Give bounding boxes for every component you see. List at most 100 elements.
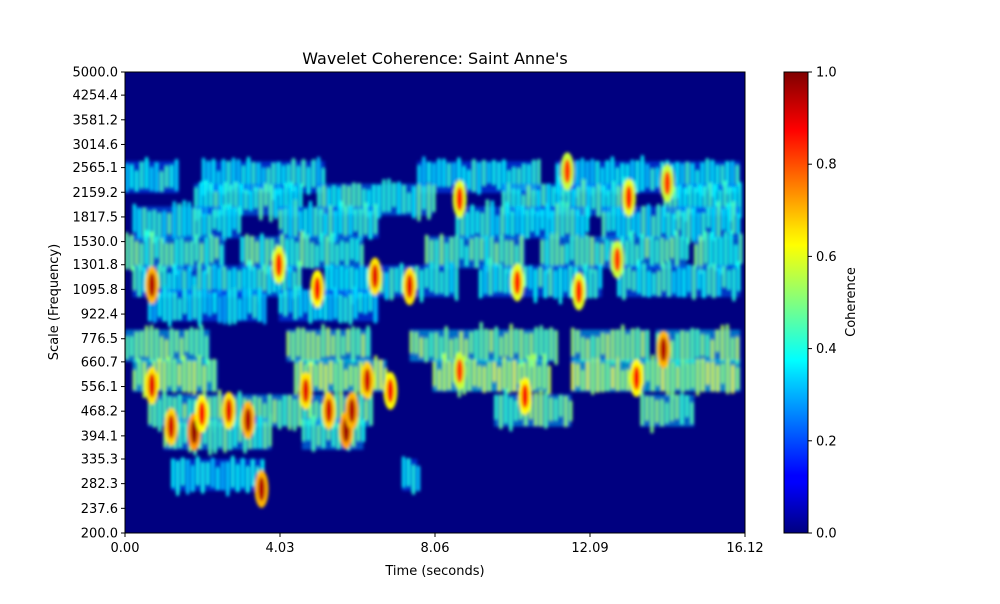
y-tick-label: 3014.6 [73, 138, 119, 153]
coherence-streak [283, 394, 287, 427]
coherence-streak [288, 201, 293, 238]
coherence-streak [475, 236, 479, 269]
coherence-streak [701, 358, 705, 393]
coherence-streak [311, 331, 315, 366]
coherence-streak [512, 360, 516, 393]
coherence-streak [700, 333, 704, 357]
coherence-streak [541, 183, 546, 207]
y-tick-label: 394.1 [81, 429, 118, 444]
coherence-streak [543, 269, 548, 299]
coherence-streak [487, 361, 491, 392]
coherence-streak [249, 190, 253, 211]
coherence-streak [429, 332, 433, 358]
coherence-streak [497, 161, 501, 190]
coherence-streak [693, 186, 697, 210]
coherence-streak [725, 323, 729, 359]
colorbar-tick-label: 0.6 [816, 250, 837, 265]
coherence-streak [519, 328, 523, 367]
coherence-streak [427, 183, 431, 220]
coherence-streak [675, 230, 679, 268]
coherence-streak [363, 202, 368, 235]
coherence-streak [385, 272, 389, 301]
coherence-streak [258, 287, 262, 322]
coherence-streak [500, 233, 504, 263]
coherence-streak [601, 211, 606, 242]
coherence-streak [691, 207, 696, 243]
coherence-streak [240, 236, 244, 262]
coherence-streak [470, 238, 474, 261]
coherence-streak [155, 328, 159, 362]
coherence-streak [675, 333, 679, 368]
coherence-streak [532, 353, 536, 391]
coherence-streak [591, 357, 595, 395]
coherence-streak [694, 244, 698, 270]
coherence-streak [655, 399, 659, 424]
coherence-streak [560, 200, 564, 237]
coherence-streak [348, 294, 353, 326]
coherence-streak [489, 329, 493, 353]
hotspot-1 [148, 373, 156, 398]
coherence-streak [222, 204, 226, 242]
coherence-streak [591, 186, 596, 210]
coherence-streak [655, 167, 659, 188]
coherence-streak [515, 244, 519, 266]
coherence-streak [331, 335, 335, 357]
coherence-streak [155, 236, 159, 259]
y-tick-label: 4254.4 [73, 89, 119, 104]
coherence-streak [334, 362, 338, 392]
hotspot-3 [190, 419, 198, 444]
coherence-streak [293, 398, 297, 432]
coherence-streak [601, 332, 605, 355]
coherence-streak [646, 361, 650, 382]
coherence-streak [525, 209, 529, 240]
coherence-streak [217, 267, 221, 295]
coherence-streak [720, 324, 724, 362]
coherence-streak [565, 243, 569, 264]
coherence-streak [379, 359, 383, 390]
coherence-streak [596, 336, 600, 361]
coherence-streak [419, 337, 423, 358]
coherence-streak [442, 353, 446, 392]
coherence-streak [504, 332, 508, 357]
coherence-streak [298, 397, 302, 427]
coherence-streak [400, 262, 404, 294]
coherence-streak [238, 416, 242, 443]
hotspot-26 [625, 185, 633, 210]
coherence-streak [137, 264, 141, 298]
coherence-streak [712, 264, 716, 299]
coherence-streak [269, 184, 273, 223]
coherence-streak [187, 201, 191, 236]
colorbar-tick-label: 0.4 [816, 342, 837, 357]
coherence-streak [202, 213, 206, 236]
y-tick-label: 237.6 [81, 502, 118, 517]
coherence-streak [255, 241, 259, 264]
coherence-streak [514, 400, 518, 422]
colorbar-tick-label: 0.2 [816, 434, 837, 449]
coherence-streak [641, 205, 646, 239]
coherence-streak [259, 188, 263, 221]
coherence-streak [165, 242, 169, 270]
coherence-streak [130, 335, 134, 357]
coherence-streak [662, 262, 666, 292]
coherence-streak [173, 292, 177, 321]
coherence-streak [299, 183, 303, 209]
coherence-streak [445, 259, 449, 297]
coherence-streak [677, 267, 681, 298]
hotspot-8 [275, 252, 283, 277]
y-tick-label: 660.7 [81, 355, 118, 370]
coherence-streak [283, 208, 288, 235]
colorbar-tick-label: 0.0 [816, 527, 837, 542]
coherence-streak [191, 464, 195, 493]
coherence-streak [553, 269, 558, 300]
coherence-streak [296, 327, 300, 357]
coherence-streak [293, 285, 298, 320]
coherence-streak [360, 265, 364, 297]
coherence-streak [140, 330, 144, 357]
coherence-streak [254, 186, 258, 209]
coherence-streak [617, 273, 621, 297]
coherence-streak [495, 215, 499, 236]
coherence-streak [356, 327, 360, 356]
coherence-streak [160, 336, 164, 362]
coherence-streak [256, 162, 261, 191]
